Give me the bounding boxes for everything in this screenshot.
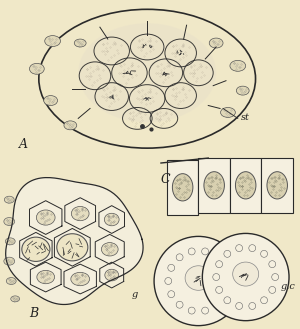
Circle shape (269, 287, 276, 293)
Circle shape (202, 233, 289, 321)
Ellipse shape (209, 38, 223, 48)
Bar (230, 158, 261, 213)
Ellipse shape (104, 213, 119, 226)
Circle shape (261, 297, 268, 304)
Circle shape (272, 274, 279, 281)
Polygon shape (54, 228, 90, 266)
Text: g: g (131, 290, 138, 299)
Circle shape (269, 261, 276, 267)
Ellipse shape (57, 234, 88, 261)
Ellipse shape (4, 196, 14, 203)
Circle shape (214, 254, 220, 261)
Ellipse shape (236, 172, 256, 199)
Ellipse shape (37, 270, 55, 284)
Ellipse shape (267, 172, 287, 199)
Circle shape (222, 265, 229, 271)
Ellipse shape (29, 63, 44, 74)
Circle shape (165, 278, 172, 285)
Circle shape (168, 291, 175, 298)
Ellipse shape (71, 206, 89, 221)
Bar (167, 160, 198, 215)
Text: st: st (241, 114, 250, 122)
Bar (261, 158, 293, 213)
Ellipse shape (4, 217, 15, 225)
Ellipse shape (64, 121, 77, 130)
Circle shape (202, 248, 208, 255)
Polygon shape (30, 262, 61, 292)
Polygon shape (95, 234, 124, 264)
Circle shape (214, 301, 220, 308)
Ellipse shape (204, 172, 224, 199)
Ellipse shape (44, 96, 58, 106)
Ellipse shape (11, 296, 20, 302)
Ellipse shape (36, 210, 55, 225)
Circle shape (188, 248, 195, 255)
Ellipse shape (5, 238, 15, 245)
Ellipse shape (105, 269, 118, 281)
Circle shape (225, 278, 232, 285)
Circle shape (176, 301, 183, 308)
Circle shape (216, 261, 223, 267)
Ellipse shape (4, 257, 15, 265)
Polygon shape (29, 201, 62, 234)
Circle shape (249, 302, 256, 310)
Ellipse shape (172, 174, 193, 201)
Polygon shape (64, 264, 96, 294)
Ellipse shape (220, 108, 235, 117)
Circle shape (213, 274, 220, 281)
Ellipse shape (45, 36, 61, 46)
Polygon shape (6, 178, 143, 304)
Circle shape (168, 265, 175, 271)
Circle shape (216, 287, 223, 293)
Polygon shape (20, 232, 52, 266)
Circle shape (224, 250, 231, 257)
Ellipse shape (78, 23, 216, 122)
Ellipse shape (236, 86, 249, 95)
Ellipse shape (22, 237, 50, 262)
Ellipse shape (233, 262, 259, 286)
Text: C: C (161, 173, 171, 186)
Circle shape (188, 307, 195, 314)
Ellipse shape (71, 272, 90, 286)
Circle shape (236, 245, 243, 252)
Ellipse shape (6, 278, 16, 285)
Polygon shape (100, 262, 124, 288)
Ellipse shape (230, 61, 246, 71)
Circle shape (261, 250, 268, 257)
Polygon shape (65, 198, 96, 229)
Bar (198, 158, 230, 213)
Circle shape (154, 237, 243, 326)
Text: g.c: g.c (280, 282, 295, 291)
Ellipse shape (185, 266, 212, 290)
Circle shape (236, 302, 243, 310)
Circle shape (222, 291, 229, 298)
Polygon shape (99, 206, 124, 233)
Circle shape (224, 297, 231, 304)
Ellipse shape (101, 242, 118, 256)
Circle shape (249, 245, 256, 252)
Text: B: B (29, 307, 38, 320)
Circle shape (202, 307, 208, 314)
Text: A: A (19, 138, 28, 151)
Circle shape (176, 254, 183, 261)
Ellipse shape (74, 39, 86, 47)
